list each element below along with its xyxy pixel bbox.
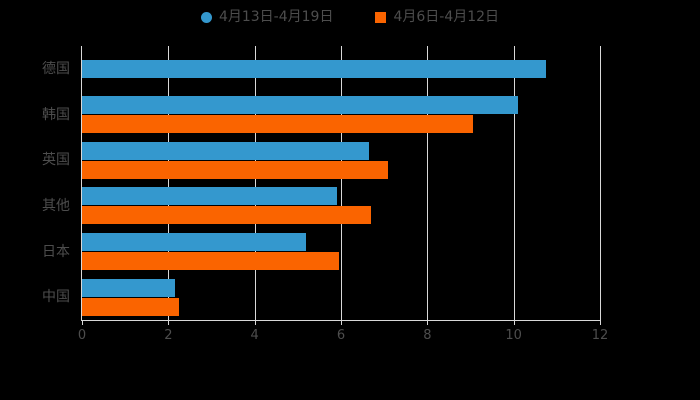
x-tick-label: 8 <box>423 328 432 343</box>
plot-area: 0 2 4 6 8 10 12 德国韩国英国其他日本中国 <box>42 46 608 343</box>
bar-中国-4月13日-4月19日[interactable] <box>82 278 175 297</box>
y-axis-line <box>81 46 82 320</box>
bar-group: 中国 <box>42 278 600 316</box>
bar-group: 其他 <box>42 187 600 225</box>
y-category-label: 日本 <box>42 243 70 260</box>
bar-中国-4月6日-4月12日[interactable] <box>82 297 180 316</box>
tick-mark-2 <box>168 320 170 325</box>
tick-mark-6 <box>341 320 342 325</box>
y-category-label: 德国 <box>42 60 70 77</box>
x-tick-label: 2 <box>164 328 173 343</box>
x-tick-label: 0 <box>77 328 87 343</box>
legend-label-series-b: 4月6日-4月12日 <box>393 9 500 25</box>
x-tick-label: 6 <box>336 328 346 343</box>
bar-group: 英国 <box>42 141 600 179</box>
tick-mark-0 <box>82 320 83 325</box>
bar-日本-4月6日-4月12日[interactable] <box>82 252 339 270</box>
gridline-12 <box>600 46 601 320</box>
x-tick-label: 12 <box>591 328 609 343</box>
tick-mark-10 <box>513 320 515 325</box>
bar-其他-4月6日-4月12日[interactable] <box>82 206 372 225</box>
tick-mark-12 <box>600 320 601 325</box>
tick-mark-8 <box>427 320 429 325</box>
bar-日本-4月13日-4月19日[interactable] <box>82 233 307 251</box>
y-category-label: 其他 <box>42 197 70 214</box>
bar-英国-4月13日-4月19日[interactable] <box>82 141 370 160</box>
gridline-6 <box>341 46 342 320</box>
chart-legend: 4月13日-4月19日 4月6日-4月12日 <box>0 4 700 30</box>
y-category-label: 韩国 <box>42 106 70 123</box>
gridline-10 <box>513 46 515 320</box>
legend-label-series-a: 4月13日-4月19日 <box>218 9 334 25</box>
bar-group: 德国 <box>42 59 600 78</box>
legend-item-series-b[interactable]: 4月6日-4月12日 <box>375 10 499 24</box>
bar-group: 日本 <box>42 233 600 270</box>
y-category-label: 中国 <box>42 289 70 306</box>
x-tick-label: 4 <box>250 328 259 343</box>
bar-英国-4月6日-4月12日[interactable] <box>82 160 389 179</box>
square-marker-icon <box>375 11 387 23</box>
bar-德国-4月13日-4月19日[interactable] <box>82 59 547 78</box>
bar-韩国-4月13日-4月19日[interactable] <box>82 96 518 114</box>
gridline-4 <box>254 46 256 320</box>
gridline-2 <box>168 46 170 320</box>
tick-mark-4 <box>254 320 256 325</box>
y-category-label: 英国 <box>42 152 70 169</box>
gridline-8 <box>427 46 429 320</box>
x-axis-line <box>81 320 600 321</box>
legend-item-series-a[interactable]: 4月13日-4月19日 <box>200 9 334 25</box>
bar-韩国-4月6日-4月12日[interactable] <box>82 115 473 133</box>
circle-marker-icon <box>200 11 212 23</box>
bar-group: 韩国 <box>42 96 600 133</box>
x-tick-label: 10 <box>505 328 522 343</box>
bar-其他-4月13日-4月19日[interactable] <box>82 187 337 206</box>
